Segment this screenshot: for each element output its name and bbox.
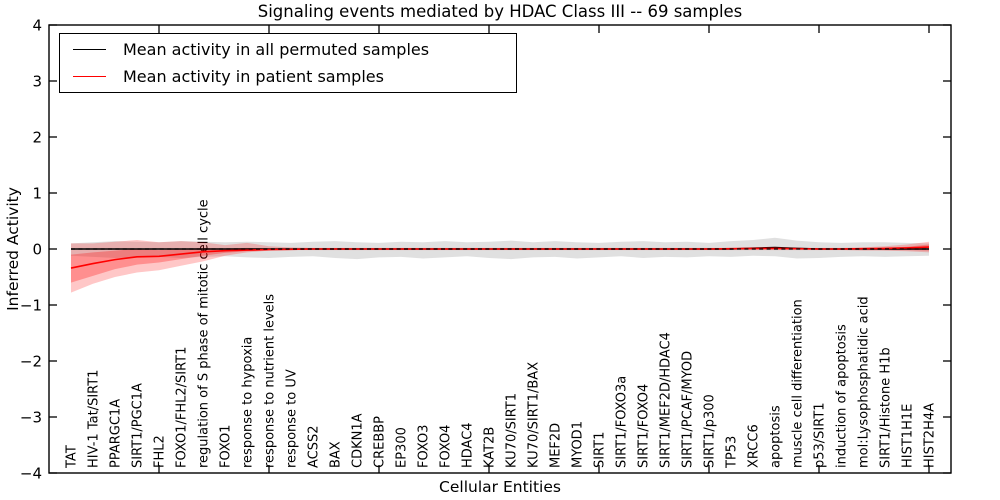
x-category-label: SIRT1/FOXO4: [637, 384, 652, 468]
y-tick-label: 4: [32, 17, 42, 35]
patient-mean-line: [70, 246, 930, 269]
legend-entry-patient: Mean activity in patient samples: [60, 64, 516, 90]
x-category-label: response to nutrient levels: [263, 294, 278, 468]
chart-title: Signaling events mediated by HDAC Class …: [257, 2, 743, 21]
patient-line-swatch: [73, 76, 106, 77]
legend-label: Mean activity in patient samples: [123, 67, 384, 86]
x-category-label: SIRT1: [593, 432, 608, 468]
x-category-label: FOXO1: [219, 425, 234, 468]
plot-area: [70, 237, 930, 293]
y-tick-label: 1: [32, 185, 42, 203]
legend-entry-permuted: Mean activity in all permuted samples: [60, 37, 516, 63]
x-category-label: regulation of S phase of mitotic cell cy…: [197, 199, 212, 468]
y-tick-label: −3: [20, 409, 42, 427]
x-category-label: KU70/SIRT1/BAX: [527, 362, 542, 468]
x-category-label: apoptosis: [769, 405, 784, 468]
x-category-label: induction of apoptosis: [835, 324, 850, 468]
x-category-label: SIRT1/PCAF/MYOD: [681, 351, 696, 468]
x-category-label: FHL2: [153, 435, 168, 468]
x-category-label: XRCC6: [747, 424, 762, 468]
patient-samples-range-outer-band: [71, 240, 929, 293]
x-category-label: HIST2H4A: [923, 403, 938, 468]
x-category-label: MYOD1: [571, 421, 586, 468]
x-category-label: CDKN1A: [351, 413, 366, 468]
x-category-label: FOXO4: [439, 425, 454, 468]
x-category-label: PPARGC1A: [109, 399, 124, 468]
x-category-label: SIRT1/MEF2D/HDAC4: [659, 332, 674, 468]
x-category-label: KU70/SIRT1: [505, 393, 520, 468]
permuted-line-swatch: [73, 49, 106, 50]
x-category-label: MEF2D: [549, 423, 564, 468]
x-axis-label: Cellular Entities: [439, 478, 561, 496]
x-category-label: response to UV: [285, 369, 300, 468]
x-category-label: BAX: [329, 441, 344, 468]
x-category-label: EP300: [395, 427, 410, 468]
y-tick-label: −4: [20, 465, 42, 483]
x-category-label: p53/SIRT1: [813, 402, 828, 468]
x-category-label: response to hypoxia: [241, 337, 256, 468]
x-category-label: CREBBP: [373, 416, 388, 468]
x-category-label: HIST1H1E: [901, 404, 916, 468]
x-category-label: KAT2B: [483, 427, 498, 468]
x-category-label: muscle cell differentiation: [791, 299, 806, 468]
x-category-label: SIRT1/p300: [703, 394, 718, 468]
x-category-label: ACSS2: [307, 425, 322, 468]
x-category-label: TAT: [65, 445, 80, 469]
y-tick-label: 3: [32, 73, 42, 91]
x-category-label: SIRT1/Histone H1b: [879, 347, 894, 468]
x-category-label: SIRT1/PGC1A: [131, 383, 146, 468]
y-tick-label: −2: [20, 353, 42, 371]
y-tick-label: 2: [32, 129, 42, 147]
x-category-label: FOXO1/FHL2/SIRT1: [175, 347, 190, 468]
x-category-label: HDAC4: [461, 422, 476, 468]
x-category-label: SIRT1/FOXO3a: [615, 376, 630, 468]
y-axis-label: Inferred Activity: [4, 187, 22, 311]
legend-box: Mean activity in all permuted samples Me…: [59, 33, 517, 93]
y-tick-label: −1: [20, 297, 42, 315]
x-category-label: mol:Lysophosphatidic acid: [857, 296, 872, 468]
legend-label: Mean activity in all permuted samples: [123, 40, 430, 59]
x-category-label: TP53: [725, 436, 740, 469]
x-category-label: HIV-1 Tat/SIRT1: [87, 370, 102, 468]
x-category-label: FOXO3: [417, 425, 432, 468]
y-tick-label: 0: [32, 241, 42, 259]
